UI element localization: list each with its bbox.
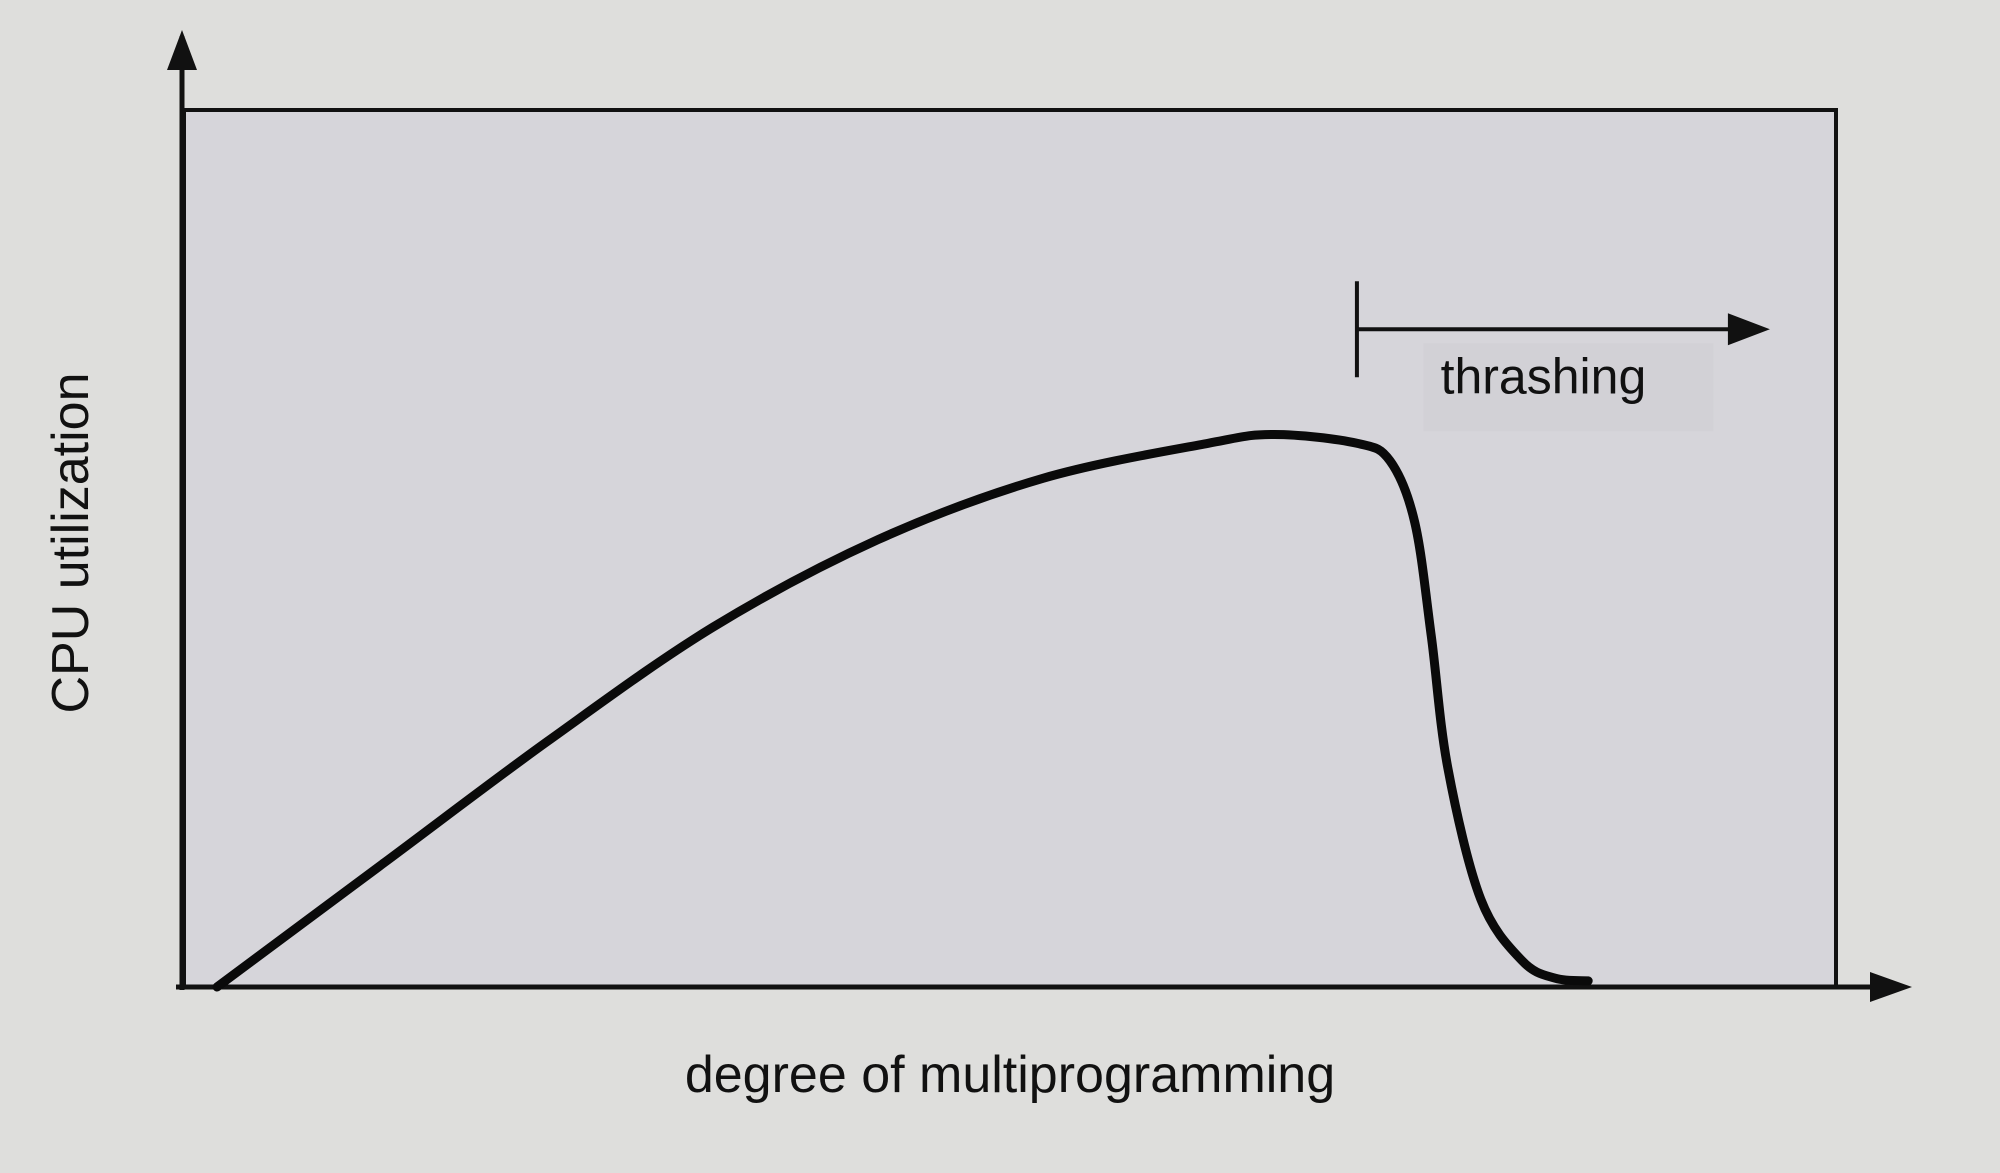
plot-area	[182, 108, 1838, 989]
x-axis-arrowhead	[1870, 972, 1912, 1002]
series-line-cpu-utilization	[212, 430, 1593, 992]
thrashing-annotation: thrashing	[1354, 281, 1770, 432]
y-axis-label: CPU utilization	[42, 372, 100, 713]
x-axis-label: degree of multiprogramming	[685, 1046, 1335, 1104]
y-axis-arrowhead	[167, 30, 197, 70]
thrashing-arrowhead	[1727, 313, 1770, 346]
thrashing-label-background	[1423, 343, 1714, 432]
thrashing-label: thrashing	[1441, 348, 1647, 404]
